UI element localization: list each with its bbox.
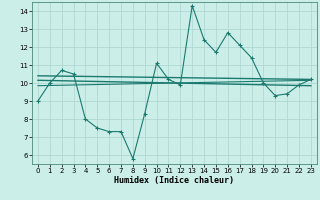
- X-axis label: Humidex (Indice chaleur): Humidex (Indice chaleur): [115, 176, 234, 185]
